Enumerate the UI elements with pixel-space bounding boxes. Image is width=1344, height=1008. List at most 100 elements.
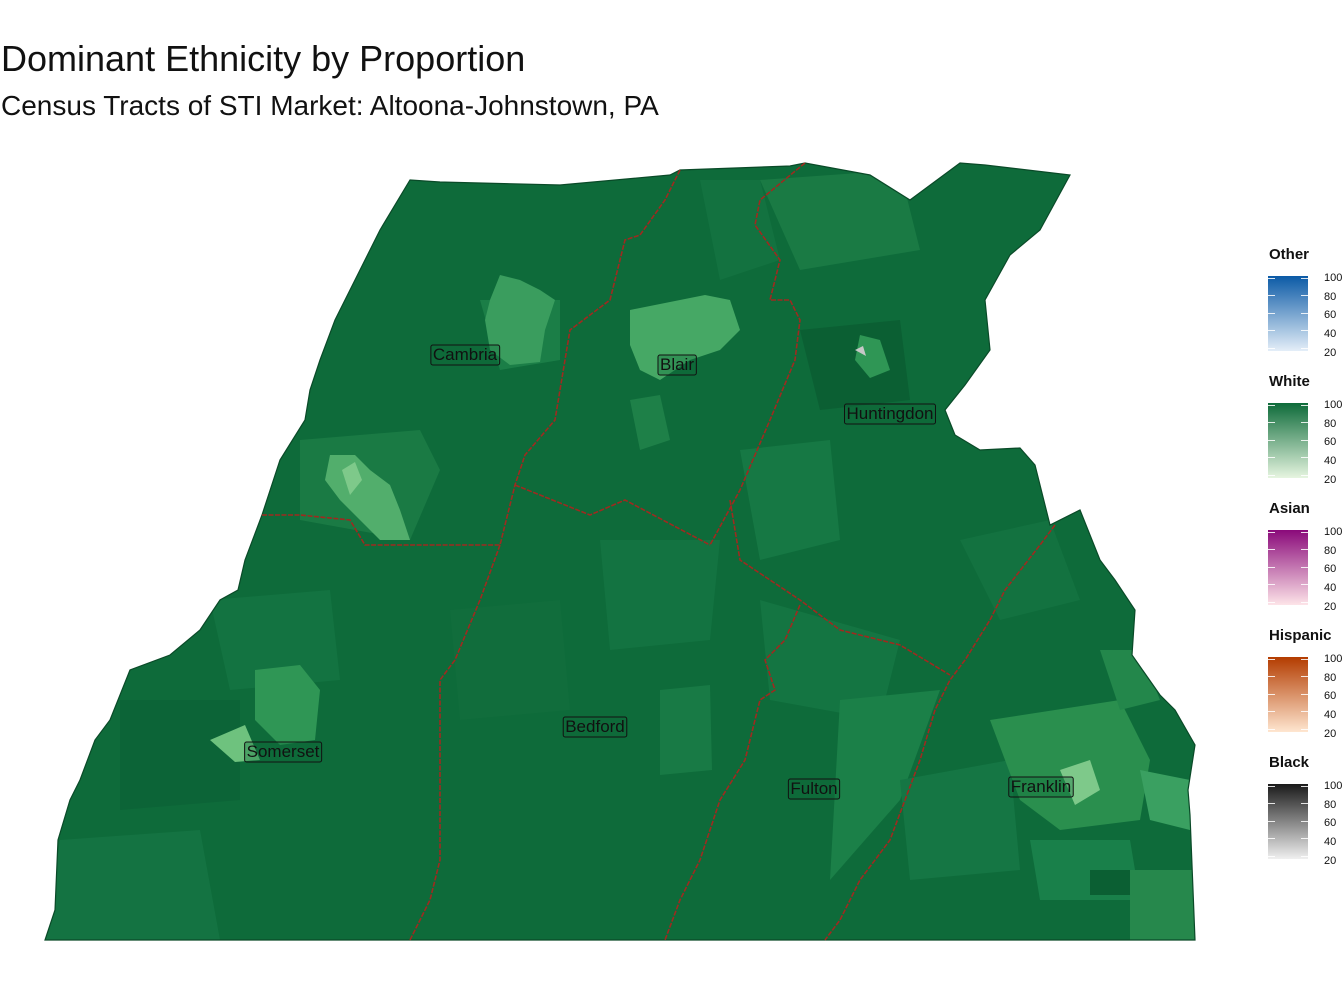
legend-tick-mark xyxy=(1301,728,1308,730)
tract xyxy=(760,600,900,720)
border-cambria-somerset xyxy=(262,514,500,546)
tract xyxy=(1090,870,1130,895)
legend-tick-mark xyxy=(1268,693,1275,695)
city-tract-somerset-core xyxy=(210,725,260,762)
legend-tick-label: 40 xyxy=(1324,328,1337,341)
legend-tick-label: 60 xyxy=(1324,309,1337,322)
legend-title: Black xyxy=(1269,754,1310,771)
county-label-text: Blair xyxy=(660,355,694,374)
legend-tick-label: 100 xyxy=(1324,653,1343,665)
legend-tick-label: 20 xyxy=(1324,854,1337,867)
county-label-somerset: Somerset xyxy=(244,741,323,763)
legend-tick-mark xyxy=(1301,330,1308,332)
legend-tick-mark xyxy=(1268,278,1275,279)
legend-tick-label: 100 xyxy=(1324,526,1343,538)
legend-tick-label: 60 xyxy=(1324,817,1337,830)
legend-title: Other xyxy=(1269,246,1310,263)
legend-tick-mark xyxy=(1268,803,1275,805)
legend-tick-mark xyxy=(1301,474,1308,476)
legend-tick-mark xyxy=(1301,676,1308,678)
tract xyxy=(120,700,240,810)
legend-tick-label: 40 xyxy=(1324,455,1337,468)
legend-tick-label: 20 xyxy=(1324,600,1337,613)
legend-tick-mark xyxy=(1301,278,1308,279)
legend-tick-mark xyxy=(1268,532,1275,533)
city-tract-core xyxy=(342,462,362,495)
legend-tick-label: 80 xyxy=(1324,290,1337,303)
tract xyxy=(960,520,1080,620)
county-label-box xyxy=(1008,776,1074,798)
legend-tick-mark xyxy=(1301,820,1308,822)
border-bedford-fulton xyxy=(664,604,801,941)
legend-tick-mark xyxy=(1301,601,1308,603)
legend-tick-mark xyxy=(1268,439,1275,441)
legend-tick-mark xyxy=(1301,838,1308,840)
legend-tick-mark xyxy=(1268,728,1275,730)
tract xyxy=(450,600,570,720)
border-somerset-bedford xyxy=(409,544,501,941)
county-label-box xyxy=(787,778,841,800)
legend-tick-mark xyxy=(1301,786,1308,787)
legend-tick-mark xyxy=(1301,457,1308,459)
legend-tick-mark xyxy=(1268,820,1275,822)
border-blair-huntingdon xyxy=(709,162,806,546)
border-huntingdon-fulton xyxy=(729,499,951,676)
county-label-bedford: Bedford xyxy=(562,716,628,738)
county-label-franklin: Franklin xyxy=(1008,776,1074,798)
legend-tick-label: 40 xyxy=(1324,582,1337,595)
tract xyxy=(1140,770,1190,830)
legend-tick-mark xyxy=(1268,786,1275,787)
tract-other xyxy=(855,346,866,356)
tract xyxy=(660,685,712,775)
legend-tick-mark xyxy=(1301,693,1308,695)
legend-tick-mark xyxy=(1301,405,1308,406)
legend-tick-mark xyxy=(1301,422,1308,424)
legend-tick-mark xyxy=(1268,330,1275,332)
legend-tick-mark xyxy=(1301,566,1308,568)
map-title: Dominant Ethnicity by Proportion xyxy=(1,38,526,79)
legend-tick-label: 60 xyxy=(1324,690,1337,703)
legend-tick-mark xyxy=(1268,422,1275,424)
county-label-box xyxy=(844,403,936,425)
legend-tick-mark xyxy=(1301,532,1308,533)
county-label-text: Huntingdon xyxy=(847,404,934,423)
tract xyxy=(630,395,670,450)
legend-tick-label: 60 xyxy=(1324,436,1337,449)
tract xyxy=(760,170,920,270)
legend-tick-label: 20 xyxy=(1324,727,1337,740)
legend-tick-label: 40 xyxy=(1324,709,1337,722)
legend-tick-label: 40 xyxy=(1324,836,1337,849)
legend-tick-mark xyxy=(1301,584,1308,586)
legend-tick-mark xyxy=(1268,838,1275,840)
legend-tick-mark xyxy=(1301,549,1308,551)
county-label-text: Fulton xyxy=(790,779,837,798)
legend: Other 100 80 60 40 20 White 100 80 60 40 20 Asian 100… xyxy=(1268,246,1344,881)
legend-tick-mark xyxy=(1268,549,1275,551)
county-label-cambria: Cambria xyxy=(430,344,501,366)
legend-tick-label: 80 xyxy=(1324,671,1337,684)
legend-black: Black 100 80 60 40 20 xyxy=(1268,754,1344,881)
legend-tick-mark xyxy=(1301,711,1308,713)
legend-tick-mark xyxy=(1268,855,1275,857)
county-label-box xyxy=(430,344,501,366)
legend-tick-mark xyxy=(1268,295,1275,297)
county-label-text: Franklin xyxy=(1011,777,1071,796)
legend-tick-mark xyxy=(1268,347,1275,349)
legend-tick-mark xyxy=(1268,584,1275,586)
tract xyxy=(830,690,940,880)
border-cambria-blair xyxy=(499,169,681,546)
tract xyxy=(740,440,840,560)
city-tract-huntingdon xyxy=(855,335,890,378)
city-tract-johnstown-north xyxy=(485,275,555,365)
legend-other: Other 100 80 60 40 20 xyxy=(1268,246,1344,373)
legend-tick-label: 60 xyxy=(1324,563,1337,576)
legend-tick-mark xyxy=(1268,312,1275,314)
border-fulton-franklin xyxy=(824,524,1056,941)
legend-tick-mark xyxy=(1301,312,1308,314)
legend-tick-label: 80 xyxy=(1324,798,1337,811)
legend-white: White 100 80 60 40 20 xyxy=(1268,373,1344,500)
legend-tick-label: 20 xyxy=(1324,473,1337,486)
legend-asian: Asian 100 80 60 40 20 xyxy=(1268,500,1344,627)
legend-tick-mark xyxy=(1268,474,1275,476)
